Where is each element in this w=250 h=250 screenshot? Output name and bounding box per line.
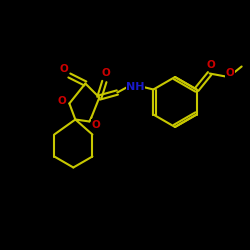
Text: O: O (225, 68, 234, 78)
Text: O: O (102, 68, 111, 78)
Text: O: O (206, 60, 215, 70)
Text: O: O (58, 96, 67, 106)
Text: NH: NH (126, 82, 144, 92)
Text: O: O (92, 120, 101, 130)
Text: O: O (60, 64, 69, 74)
